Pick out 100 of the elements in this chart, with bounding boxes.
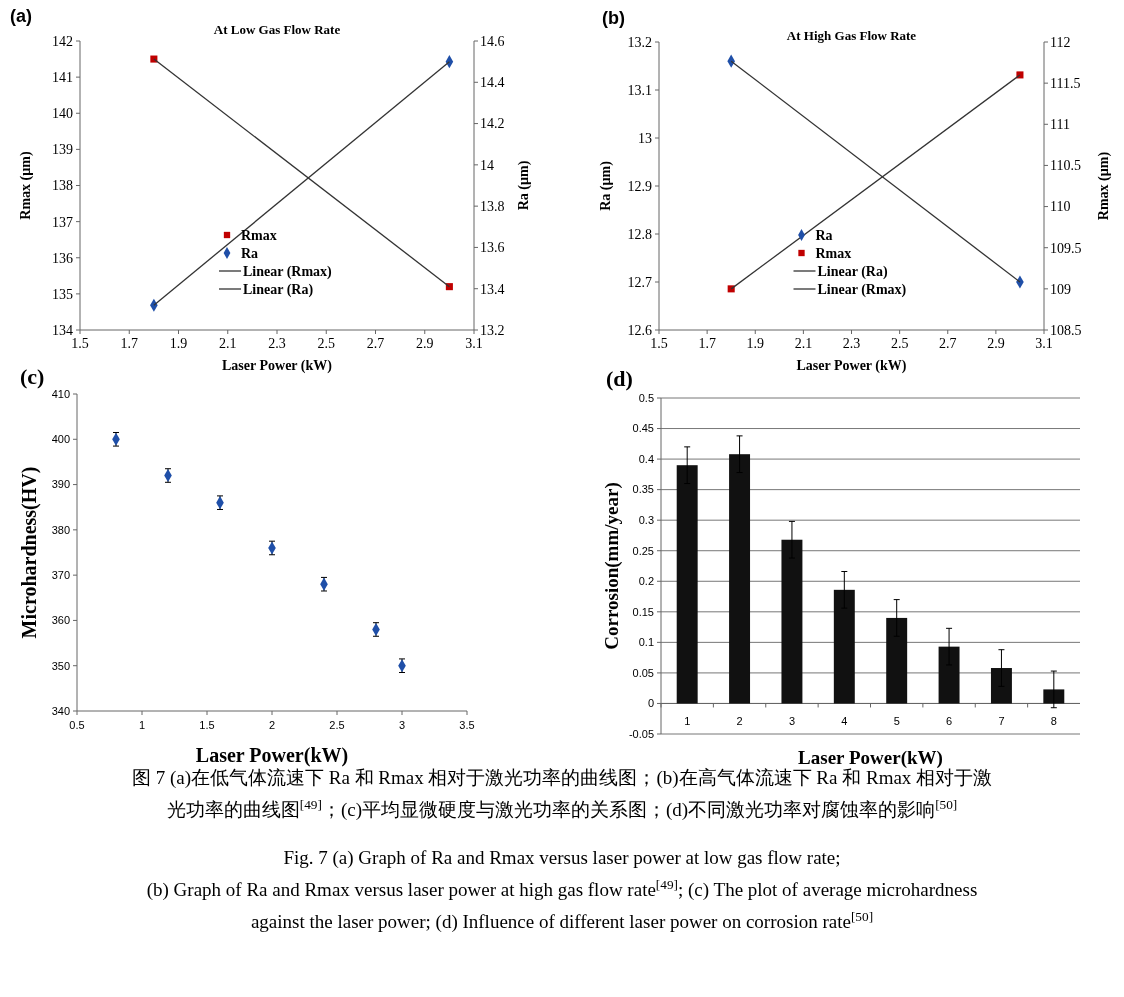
legend-label: Linear (Ra) <box>817 264 888 280</box>
y2-tick-label: 110.5 <box>1050 158 1081 174</box>
y-tick-label: 0.25 <box>632 544 654 557</box>
x-tick-label: 1.5 <box>199 719 215 731</box>
x-tick-label: 3.1 <box>465 336 483 351</box>
y2-tick-label: 14 <box>480 157 494 173</box>
y2-tick-label: 111.5 <box>1050 76 1081 92</box>
y-axis-title: Microhardness(HV) <box>18 466 41 639</box>
y2-tick-label: 14.2 <box>480 116 505 132</box>
y-tick-label: 138 <box>52 178 73 194</box>
x-tick-label: 2.5 <box>317 336 335 351</box>
y-tick-label: 340 <box>51 704 70 717</box>
x-tick-label: 2.7 <box>939 336 957 351</box>
text: 光功率的曲线图$^{[49]}$；(c)平均显微硬度与激光功率的关系图；(d)不同激光功率对腐蚀率的影响$^{[50]}$ <box>166 796 958 821</box>
y2-tick-label: 13.8 <box>480 199 505 215</box>
x-axis-title: Laser Power(kW) <box>798 747 943 769</box>
y-axis-title: Rmax (µm) <box>18 151 34 220</box>
text: (b) Graph of Ra and Rmax versus laser power at high gas flow rate$^{[49]}$; (c) The plot of average microhardness <box>146 876 978 901</box>
x-axis-title: Laser Power (kW) <box>796 358 907 374</box>
caption: 图 7 (a)在低气体流速下 Ra 和 Rmax 相对于激光功率的曲线图；(b)在高气体流速下 Ra 和 Rmax 相对于激 <box>131 767 993 789</box>
x-tick-label: 8 <box>1050 715 1057 728</box>
legend-label: Linear (Rmax) <box>243 264 333 280</box>
legend-label: Ra <box>815 228 833 243</box>
y2-tick-label: 108.5 <box>1050 322 1082 338</box>
y2-tick-label: 109 <box>1050 281 1071 297</box>
x-tick-label: 1.9 <box>746 336 764 351</box>
y2-tick-label: 109.5 <box>1050 240 1082 256</box>
y-tick-label: 0.45 <box>632 422 654 435</box>
text: (d) <box>606 366 633 391</box>
y-tick-label: 12.9 <box>627 178 652 194</box>
x-tick-label: 2.7 <box>366 336 385 351</box>
x-tick-label: 1.5 <box>71 336 89 351</box>
y2-tick-label: 111 <box>1050 117 1070 133</box>
y-tick-label: 13.2 <box>627 34 652 50</box>
text: (a) <box>10 6 32 26</box>
text: against the laser power; (d) Influence of different laser power on corrosion rate$^{[50]}$ <box>250 908 874 933</box>
y-tick-label: 140 <box>52 106 73 122</box>
y-tick-label: 0.15 <box>632 605 654 618</box>
x-axis-title: Laser Power(kW) <box>195 744 349 767</box>
y-tick-label: 141 <box>52 70 73 86</box>
y-tick-label: 0.4 <box>638 452 654 465</box>
y-tick-label: 0 <box>647 697 654 710</box>
x-tick-label: 2 <box>736 715 743 728</box>
y-tick-label: -0.05 <box>628 727 654 740</box>
y-tick-label: 137 <box>52 214 73 230</box>
x-tick-label: 1 <box>684 715 691 728</box>
y-tick-label: 390 <box>51 478 70 491</box>
y-tick-label: 135 <box>52 286 73 302</box>
y-axis-title: Ra (µm) <box>598 160 614 211</box>
y-tick-label: 380 <box>51 523 70 536</box>
x-tick-label: 2.1 <box>219 336 237 351</box>
y-tick-label: 13.1 <box>627 82 652 98</box>
x-tick-label: 3.1 <box>1035 336 1053 351</box>
y-tick-label: 139 <box>52 142 73 158</box>
x-tick-label: 3.5 <box>459 719 475 731</box>
y-tick-label: 12.7 <box>627 274 652 290</box>
y-tick-label: 350 <box>51 659 70 672</box>
y-tick-label: 12.8 <box>627 226 652 242</box>
y-tick-label: 0.5 <box>638 391 654 404</box>
y-tick-label: 0.35 <box>632 483 654 496</box>
x-tick-label: 1.7 <box>120 336 138 351</box>
x-tick-label: 1.7 <box>698 336 716 351</box>
y-tick-label: 370 <box>51 568 70 581</box>
y2-axis-title: Ra (µm) <box>516 160 532 211</box>
x-tick-label: 2.5 <box>890 336 909 351</box>
y2-axis-title: Rmax (µm) <box>1096 151 1112 221</box>
x-tick-label: 2.5 <box>329 719 345 731</box>
y-tick-label: 134 <box>52 322 73 338</box>
x-tick-label: 6 <box>946 715 953 728</box>
x-tick-label: 2 <box>268 719 276 731</box>
y-tick-label: 142 <box>52 33 73 49</box>
y2-tick-label: 13.6 <box>480 240 505 256</box>
legend-label: Rmax <box>241 228 277 243</box>
x-tick-label: 2.3 <box>842 336 861 351</box>
y-tick-label: 136 <box>52 250 73 266</box>
x-tick-label: 1.9 <box>169 336 188 351</box>
y2-tick-label: 110 <box>1050 199 1071 215</box>
x-tick-label: 2.1 <box>794 336 813 351</box>
y-tick-label: 0.3 <box>638 514 654 527</box>
caption: Fig. 7 (a) Graph of Ra and Rmax versus laser power at low gas flow rate; <box>283 847 841 869</box>
y2-tick-label: 13.2 <box>480 322 505 338</box>
x-tick-label: 3 <box>788 715 795 728</box>
y2-tick-label: 13.4 <box>480 281 505 297</box>
y2-tick-label: 112 <box>1050 34 1071 50</box>
x-tick-label: 1 <box>138 719 146 731</box>
y-tick-label: 12.6 <box>627 322 652 338</box>
x-tick-label: 4 <box>841 715 848 728</box>
y-tick-label: 360 <box>51 614 70 627</box>
text: (c) <box>20 364 45 389</box>
x-tick-label: 3 <box>398 719 406 731</box>
x-tick-label: 7 <box>998 715 1005 728</box>
chart-title: At High Gas Flow Rate <box>786 28 917 43</box>
y-tick-label: 0.05 <box>632 666 654 679</box>
legend-label: Linear (Ra) <box>243 282 314 298</box>
chart-title: At Low Gas Flow Rate <box>213 22 341 37</box>
x-tick-label: 2.3 <box>268 336 286 351</box>
x-tick-label: 2.9 <box>416 336 434 351</box>
y-tick-label: 0.1 <box>638 636 654 649</box>
x-tick-label: 5 <box>893 715 900 728</box>
text: (b) <box>602 8 625 28</box>
